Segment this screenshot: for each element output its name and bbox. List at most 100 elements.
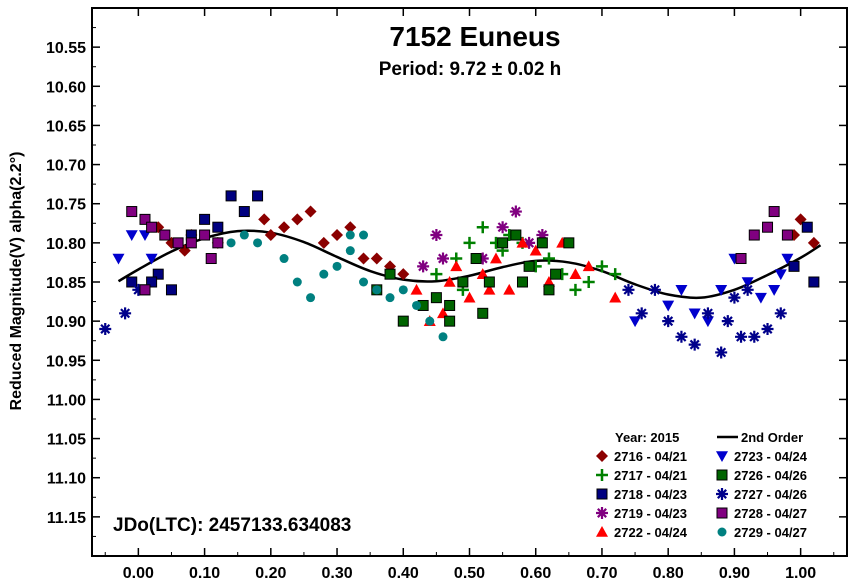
- data-point: [516, 236, 529, 248]
- series-2722: [410, 236, 622, 326]
- data-point: [212, 237, 224, 249]
- data-point: [788, 260, 800, 272]
- data-point: [523, 236, 536, 249]
- fit-curve-line: [117, 229, 822, 300]
- x-tick-label: 0.10: [189, 565, 220, 582]
- data-point: [152, 268, 164, 280]
- series-2717: [430, 221, 622, 296]
- data-point: [159, 229, 171, 241]
- legend-label: 2723 - 04/24: [734, 449, 808, 464]
- data-point: [754, 292, 767, 304]
- data-point: [483, 283, 496, 295]
- data-point: [476, 252, 489, 265]
- data-point: [385, 293, 395, 303]
- data-point: [741, 283, 754, 296]
- legend-label: 2716 - 04/21: [614, 449, 687, 464]
- data-point: [430, 292, 442, 304]
- y-tick-label: 11.10: [47, 471, 86, 488]
- data-point: [225, 190, 237, 202]
- series-2726: [371, 229, 575, 327]
- x-tick-label: 1.00: [785, 565, 816, 582]
- series-2728: [126, 206, 793, 296]
- data-point: [126, 276, 138, 288]
- data-point: [384, 268, 396, 280]
- data-point: [138, 230, 151, 242]
- data-point: [139, 213, 151, 225]
- data-point: [425, 316, 435, 326]
- data-point: [595, 260, 608, 273]
- data-point: [781, 253, 794, 265]
- data-point: [635, 307, 648, 320]
- data-point: [345, 246, 355, 256]
- data-point: [437, 307, 450, 319]
- x-tick-label: 0.20: [255, 565, 286, 582]
- data-point: [489, 252, 502, 264]
- data-point: [99, 322, 112, 335]
- y-tick-label: 10.80: [46, 236, 86, 253]
- data-point: [569, 283, 582, 296]
- data-point: [629, 316, 642, 328]
- series-2729: [226, 230, 448, 342]
- data-point: [139, 284, 151, 296]
- data-point: [675, 330, 688, 343]
- x-tick-label: 0.60: [520, 565, 551, 582]
- chart-title: 7152 Euneus: [389, 21, 560, 52]
- data-point: [463, 236, 476, 249]
- legend: Year: 2015 2nd Order 2716 - 04/21 2717 - …: [596, 430, 808, 540]
- x-tick-label: 0.30: [321, 565, 352, 582]
- data-point: [438, 332, 448, 342]
- data-point: [503, 283, 516, 295]
- data-point: [748, 330, 761, 343]
- data-point: [582, 260, 595, 272]
- data-point: [675, 285, 688, 296]
- data-point: [516, 276, 528, 288]
- data-point: [781, 229, 793, 241]
- x-tick-label: 0.00: [123, 565, 154, 582]
- data-point: [509, 205, 522, 218]
- data-point: [238, 206, 250, 218]
- data-point: [701, 307, 714, 320]
- data-point: [609, 268, 622, 281]
- data-point: [762, 221, 774, 233]
- data-point: [801, 221, 813, 233]
- data-point: [735, 330, 748, 343]
- legend-marker: [716, 451, 728, 462]
- data-point: [252, 190, 264, 202]
- legend-label: 2727 - 04/26: [734, 487, 807, 502]
- legend-label: 2728 - 04/27: [734, 506, 807, 521]
- legend-label: 2722 - 04/24: [614, 525, 688, 540]
- legend-marker: [716, 488, 728, 500]
- legend-marker: [596, 469, 608, 481]
- data-point: [398, 285, 408, 295]
- chart-subtitle: Period: 9.72 ± 0.02 h: [379, 59, 562, 80]
- data-point: [199, 213, 211, 225]
- data-point: [688, 308, 701, 320]
- data-point: [648, 283, 661, 296]
- data-point: [112, 253, 125, 265]
- data-point: [808, 276, 820, 288]
- series-2716: [152, 205, 820, 281]
- data-point: [370, 252, 383, 265]
- data-point: [470, 253, 482, 265]
- data-point: [359, 277, 369, 287]
- data-point: [119, 307, 132, 320]
- data-point: [279, 254, 289, 264]
- series-2719: [417, 205, 549, 273]
- data-point: [344, 221, 357, 234]
- data-point: [483, 276, 495, 288]
- data-point: [306, 293, 316, 303]
- legend-marker: [716, 507, 728, 519]
- data-point: [278, 221, 291, 234]
- data-point: [463, 291, 476, 303]
- data-point: [397, 315, 409, 327]
- data-point: [761, 322, 774, 335]
- y-tick-label: 11.00: [47, 392, 86, 409]
- data-point: [185, 237, 197, 249]
- data-point: [345, 230, 355, 240]
- legend-marker: [596, 507, 608, 519]
- legend-label: 2729 - 04/27: [734, 525, 807, 540]
- data-point: [359, 230, 369, 240]
- data-point: [132, 283, 145, 296]
- data-point: [125, 230, 138, 242]
- data-point: [443, 276, 456, 287]
